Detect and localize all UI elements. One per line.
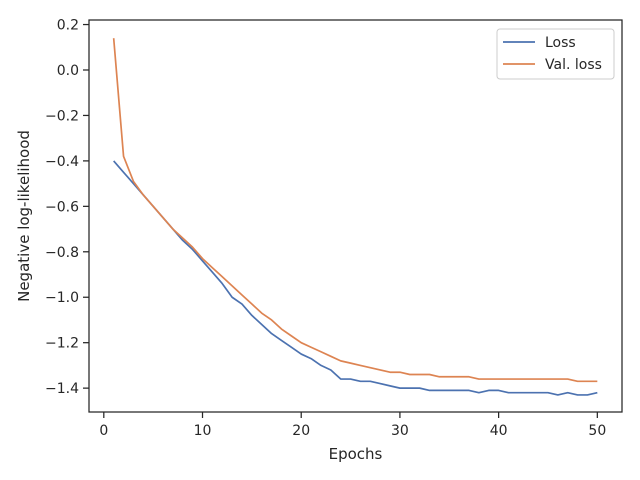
y-tick-label: −0.6 <box>45 199 79 215</box>
x-tick-label: 0 <box>99 423 108 439</box>
x-tick-label: 20 <box>292 423 310 439</box>
legend-label-loss: Loss <box>545 35 576 51</box>
y-tick-label: −1.0 <box>45 290 79 306</box>
series-line-loss <box>113 160 598 396</box>
x-axis-ticks: 0 10 20 30 40 50 <box>99 412 606 439</box>
y-tick-label: −1.4 <box>45 381 79 397</box>
x-tick-label: 10 <box>194 423 212 439</box>
x-tick-label: 30 <box>391 423 409 439</box>
y-tick-label: −0.4 <box>45 154 79 170</box>
legend-label-val-loss: Val. loss <box>545 57 602 73</box>
y-tick-label: −0.2 <box>45 108 79 124</box>
y-axis-ticks: 0.2 0.0 −0.2 −0.4 −0.6 −0.8 −1.0 −1.2 −1.4 <box>45 18 89 397</box>
x-axis-title: Epochs <box>329 445 383 463</box>
x-tick-label: 50 <box>588 423 606 439</box>
series-lines <box>112 38 598 396</box>
y-tick-label: 0.0 <box>57 63 79 79</box>
y-axis-title: Negative log-likelihood <box>15 130 33 302</box>
x-tick-label: 40 <box>490 423 508 439</box>
series-line-val-loss <box>112 38 598 383</box>
y-tick-label: −1.2 <box>45 336 79 352</box>
y-tick-label: −0.8 <box>45 245 79 261</box>
y-tick-label: 0.2 <box>57 18 79 34</box>
legend: Loss Val. loss <box>496 28 615 80</box>
plot-frame <box>88 19 623 413</box>
